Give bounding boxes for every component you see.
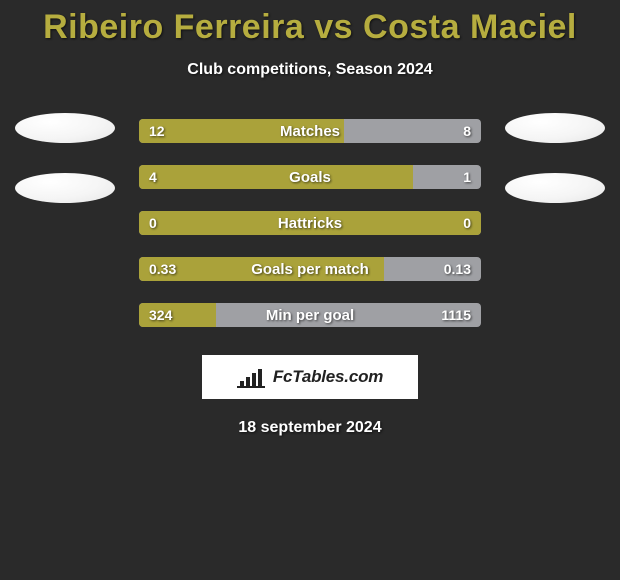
avatar-right-2 — [505, 173, 605, 203]
bar-value-right: 1115 — [441, 303, 471, 327]
comparison-card: Ribeiro Ferreira vs Costa Maciel Club co… — [0, 0, 620, 437]
bar-value-right: 0.13 — [444, 257, 471, 281]
bar-left-fill — [139, 257, 384, 281]
bar-row: 12Matches8 — [139, 119, 481, 143]
bar-left-fill — [139, 303, 216, 327]
bar-row: 324Min per goal1115 — [139, 303, 481, 327]
title-player-left: Ribeiro Ferreira — [43, 8, 304, 46]
chart-area: 12Matches8 4Goals1 0Hattricks0 0.33Goals pe… — [0, 119, 620, 327]
subtitle: Club competitions, Season 2024 — [187, 61, 432, 79]
title-vs: vs — [304, 8, 363, 46]
bar-row: 0Hattricks0 — [139, 211, 481, 235]
brand-text: FcTables.com — [273, 367, 383, 387]
brand-box[interactable]: FcTables.com — [202, 355, 418, 399]
bar-row: 4Goals1 — [139, 165, 481, 189]
bar-value-right: 8 — [463, 119, 471, 143]
avatar-col-right — [499, 113, 611, 203]
bar-left-fill — [139, 165, 413, 189]
bar-row: 0.33Goals per match0.13 — [139, 257, 481, 281]
avatar-right-1 — [505, 113, 605, 143]
bar-value-right: 1 — [463, 165, 471, 189]
date-text: 18 september 2024 — [238, 419, 381, 437]
chart-icon — [237, 366, 265, 388]
title-player-right: Costa Maciel — [363, 8, 577, 46]
avatar-col-left — [9, 113, 121, 203]
bar-left-fill — [139, 211, 481, 235]
page-title: Ribeiro Ferreira vs Costa Maciel — [43, 8, 577, 47]
bars-column: 12Matches8 4Goals1 0Hattricks0 0.33Goals pe… — [139, 119, 481, 327]
bar-left-fill — [139, 119, 344, 143]
avatar-left-1 — [15, 113, 115, 143]
avatar-left-2 — [15, 173, 115, 203]
